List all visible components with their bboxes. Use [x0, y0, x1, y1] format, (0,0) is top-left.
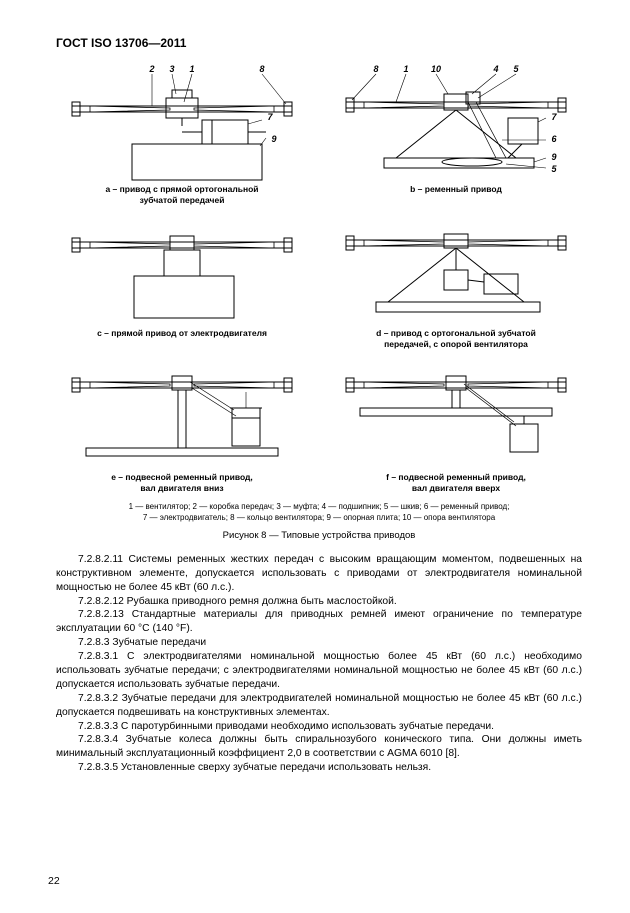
cap-text: a – привод с прямой ортогональной — [105, 184, 258, 194]
label-7: 7 — [551, 112, 557, 122]
legend-line: 7 — электродвигатель; 8 — кольцо вентиля… — [143, 513, 495, 522]
label-1: 1 — [189, 64, 194, 74]
label-1: 1 — [403, 64, 408, 74]
figure-e-caption: e – подвесной ременный привод, вал двига… — [56, 472, 308, 494]
cap-text: d – привод с ортогональной зубчатой — [376, 328, 536, 338]
figure-e: e – подвесной ременный привод, вал двига… — [56, 360, 308, 494]
figures-grid: 2 3 1 8 7 9 a – привод с прямой ортогона… — [56, 62, 582, 494]
label-7: 7 — [267, 112, 273, 122]
figure-d: d – привод с ортогональной зубчатой пере… — [330, 216, 582, 350]
cap-text: c – прямой привод от электродвигателя — [97, 328, 267, 338]
figure-d-caption: d – привод с ортогональной зубчатой пере… — [330, 328, 582, 350]
figure-f: f – подвесной ременный привод, вал двига… — [330, 360, 582, 494]
paragraph: 7.2.8.2.12 Рубашка приводного ремня долж… — [56, 595, 582, 609]
paragraph: 7.2.8.3.3 С паротурбинными приводами нео… — [56, 720, 582, 734]
cap-text: вал двигателя вниз — [140, 483, 223, 493]
figure-b-caption: b – ременный привод — [330, 184, 582, 195]
figure-f-caption: f – подвесной ременный привод, вал двига… — [330, 472, 582, 494]
paragraph: 7.2.8.3 Зубчатые передачи — [56, 636, 582, 650]
label-9: 9 — [551, 152, 556, 162]
label-2: 2 — [148, 64, 154, 74]
page-number: 22 — [48, 875, 60, 887]
cap-text: e – подвесной ременный привод, — [111, 472, 253, 482]
cap-text: зубчатой передачей — [140, 195, 225, 205]
cap-text: b – ременный привод — [410, 184, 502, 194]
label-5: 5 — [513, 64, 519, 74]
cap-text: f – подвесной ременный привод, — [386, 472, 526, 482]
figure-title: Рисунок 8 — Типовые устройства приводов — [56, 530, 582, 541]
figure-c: c – прямой привод от электродвигателя — [56, 216, 308, 350]
paragraph: 7.2.8.2.11 Системы ременных жестких пере… — [56, 553, 582, 595]
paragraph: 7.2.8.3.5 Установленные сверху зубчатые … — [56, 761, 582, 775]
doc-header: ГОСТ ISO 13706—2011 — [56, 36, 582, 50]
figure-b: 8 1 10 4 5 7 6 9 5 b – ременный привод — [330, 62, 582, 206]
body-text: 7.2.8.2.11 Системы ременных жестких пере… — [56, 553, 582, 775]
label-4: 4 — [492, 64, 498, 74]
cap-text: передачей, с опорой вентилятора — [384, 339, 528, 349]
label-8: 8 — [373, 64, 378, 74]
label-9: 9 — [271, 134, 276, 144]
paragraph: 7.2.8.3.1 С электродвигателями номинальн… — [56, 650, 582, 692]
figure-a: 2 3 1 8 7 9 a – привод с прямой ортогона… — [56, 62, 308, 206]
figure-a-caption: a – привод с прямой ортогональной зубчат… — [56, 184, 308, 206]
legend-line: 1 — вентилятор; 2 — коробка передач; 3 —… — [129, 502, 510, 511]
label-6: 6 — [551, 134, 557, 144]
paragraph: 7.2.8.3.2 Зубчатые передачи для электрод… — [56, 692, 582, 720]
figure-legend: 1 — вентилятор; 2 — коробка передач; 3 —… — [56, 502, 582, 524]
paragraph: 7.2.8.3.4 Зубчатые колеса должны быть сп… — [56, 733, 582, 761]
label-8: 8 — [259, 64, 264, 74]
paragraph: 7.2.8.2.13 Стандартные материалы для при… — [56, 608, 582, 636]
label-3: 3 — [169, 64, 174, 74]
figure-c-caption: c – прямой привод от электродвигателя — [56, 328, 308, 339]
label-5: 5 — [551, 164, 557, 174]
cap-text: вал двигателя вверх — [412, 483, 500, 493]
label-10: 10 — [431, 64, 441, 74]
